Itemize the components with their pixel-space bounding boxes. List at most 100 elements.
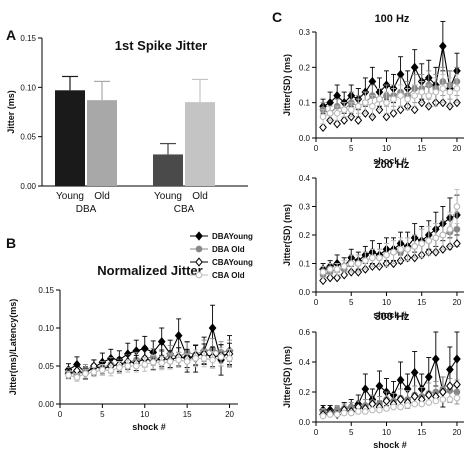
series-cba-old xyxy=(319,73,461,125)
data-point xyxy=(65,371,72,379)
data-point xyxy=(425,92,433,99)
y-tick-label: 0.1 xyxy=(299,99,311,108)
y-tick-label: 0.00 xyxy=(38,400,54,409)
data-point xyxy=(141,361,149,368)
legend-label: CBA Old xyxy=(212,271,245,280)
data-point xyxy=(431,354,440,364)
y-tick-label: 0.0 xyxy=(299,288,311,297)
y-tick-label: 0.05 xyxy=(20,133,36,142)
x-tick-label: 5 xyxy=(349,298,354,307)
y-tick-label: 0.2 xyxy=(299,231,311,240)
chart-title: 300 Hz xyxy=(375,311,410,323)
data-point xyxy=(390,95,397,103)
chart-1st-spike-jitter: 1st Spike Jitter Jitter (ms) 0.00 0.05 0.10 0… xyxy=(6,34,248,215)
data-point xyxy=(390,248,397,256)
data-point xyxy=(319,412,327,420)
data-point xyxy=(369,406,376,414)
data-point xyxy=(149,358,157,366)
data-point xyxy=(115,364,123,371)
data-point xyxy=(340,270,349,280)
data-point xyxy=(347,409,355,417)
y-axis-label: Jitter(SD) (ms) xyxy=(282,346,292,408)
data-point xyxy=(174,331,183,341)
x-tick-label: 0 xyxy=(314,428,319,437)
data-point xyxy=(183,358,191,365)
data-point xyxy=(376,406,383,414)
data-point xyxy=(404,402,411,409)
x-tick-label: 20 xyxy=(452,298,461,307)
data-point xyxy=(404,95,411,103)
data-point xyxy=(424,390,433,400)
x-tick-label: 15 xyxy=(417,144,426,153)
data-point xyxy=(132,362,140,370)
y-axis-label: Jitter (ms) xyxy=(6,90,16,134)
x-tick-label: 0 xyxy=(314,298,319,307)
data-point xyxy=(347,106,355,114)
data-point xyxy=(319,276,327,286)
group-label: DBA xyxy=(76,204,97,215)
data-point xyxy=(124,362,132,370)
data-point xyxy=(319,113,327,121)
data-point xyxy=(333,109,341,117)
data-point xyxy=(453,354,461,364)
data-point xyxy=(361,408,369,415)
y-tick-label: 0.15 xyxy=(38,286,54,295)
data-point xyxy=(432,88,440,96)
data-point xyxy=(361,384,370,394)
data-point xyxy=(453,238,461,249)
data-point xyxy=(208,323,217,333)
data-point xyxy=(418,88,426,96)
series-dbayoung xyxy=(319,20,461,114)
bar xyxy=(185,102,215,186)
data-point xyxy=(439,396,447,403)
legend-marker xyxy=(195,257,203,267)
x-axis-label: shock # xyxy=(132,422,166,432)
data-point xyxy=(411,92,419,99)
x-tick-label: 0 xyxy=(58,410,63,419)
data-point xyxy=(453,394,461,402)
series-dbayoung xyxy=(319,194,461,276)
data-point xyxy=(158,359,166,367)
data-point xyxy=(166,358,174,365)
series-cbayoung xyxy=(319,98,461,132)
x-tick-label: 0 xyxy=(314,144,319,153)
data-point xyxy=(82,370,89,377)
data-point xyxy=(175,356,183,364)
data-point xyxy=(354,260,362,267)
data-point xyxy=(326,273,334,283)
x-tick-label: 15 xyxy=(417,428,426,437)
panel-letter-c: C xyxy=(272,9,282,25)
data-point xyxy=(439,85,447,92)
x-tick-label: 15 xyxy=(183,410,192,419)
chart-300hz: 300 Hz Jitter(SD) (ms) shock # 0.0 0.2 0.4 0.6… xyxy=(282,311,464,450)
y-axis-label: Jitter(ms)/Latency(ms) xyxy=(8,299,18,396)
y-tick-label: 0.3 xyxy=(299,203,311,212)
data-point xyxy=(397,403,404,411)
series-cbayoung xyxy=(319,238,461,286)
data-point xyxy=(376,254,383,262)
y-tick-label: 0.3 xyxy=(299,28,311,37)
data-point xyxy=(340,106,348,114)
y-axis-label: Jitter(SD) (ms) xyxy=(282,204,292,266)
data-point xyxy=(425,237,433,245)
data-point xyxy=(397,245,404,253)
panel-letter-a: A xyxy=(6,27,16,43)
y-tick-label: 0.10 xyxy=(38,324,54,333)
data-point xyxy=(375,381,384,391)
data-point xyxy=(411,243,419,250)
x-tick-label: 10 xyxy=(382,298,391,307)
x-axis-label: shock # xyxy=(373,310,407,320)
data-point xyxy=(333,411,341,418)
data-point xyxy=(397,92,404,99)
data-point xyxy=(439,387,447,397)
data-point xyxy=(383,99,390,107)
x-tick-label: 20 xyxy=(452,428,461,437)
y-tick-label: 0.05 xyxy=(38,362,54,371)
x-tick-label: 20 xyxy=(225,410,234,419)
data-point xyxy=(383,405,390,412)
data-point xyxy=(376,95,383,103)
chart-title: 200 Hz xyxy=(375,159,410,171)
panel-letter-b: B xyxy=(6,235,16,251)
data-point xyxy=(410,105,419,115)
